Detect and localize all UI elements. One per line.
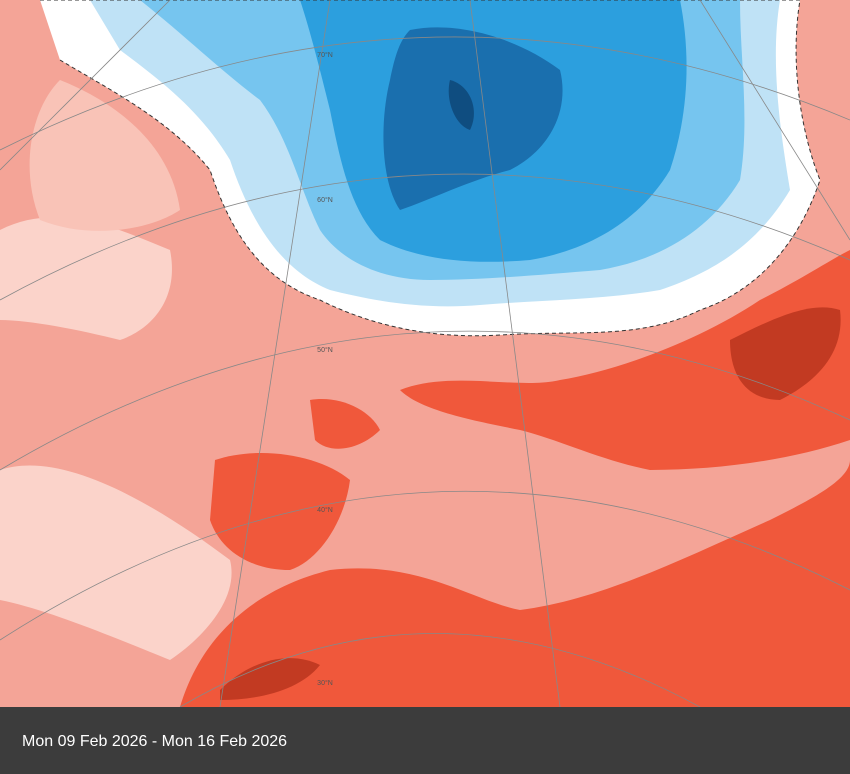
graticule <box>0 0 850 707</box>
warm-patch <box>310 399 380 449</box>
pale-patch <box>29 80 180 231</box>
latitude-label: 60°N <box>317 196 333 204</box>
warm-region <box>180 460 850 707</box>
warm-east <box>400 250 850 470</box>
warm-iberia <box>210 452 350 570</box>
strong-warm <box>220 658 320 700</box>
pale-patch <box>0 217 172 340</box>
latitude-label: 70°N <box>317 51 333 59</box>
latitude-label: 50°N <box>317 346 333 354</box>
caption: Mon 09 Feb 2026 - Mon 16 Feb 2026 <box>0 707 850 774</box>
cold-extreme <box>448 80 474 130</box>
pale-patch <box>0 465 232 660</box>
strong-warm <box>730 307 841 400</box>
latitude-label: 40°N <box>317 506 333 514</box>
anomaly-map: 70°N 60°N 50°N 40°N 30°N <box>0 0 850 707</box>
latitude-label: 30°N <box>317 679 333 687</box>
